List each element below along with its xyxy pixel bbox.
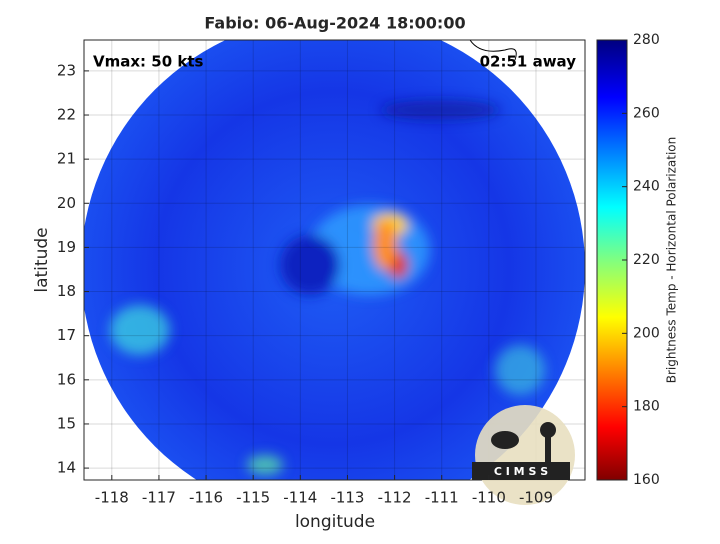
y-tick-label: 19 (57, 238, 76, 256)
y-tick-label: 16 (57, 370, 76, 388)
colorbar-tick-label: 260 (633, 105, 660, 121)
colorbar-tick-label: 280 (633, 32, 660, 48)
x-axis-label: longitude (295, 512, 375, 532)
colorbar-tick-label: 160 (633, 472, 660, 488)
x-tick-label: -117 (142, 489, 176, 507)
y-tick-label: 18 (57, 282, 76, 300)
chart-title: Fabio: 06-Aug-2024 18:00:00 (204, 14, 465, 33)
y-tick-label: 21 (57, 150, 76, 168)
x-tick-label: -112 (378, 489, 412, 507)
y-tick-label: 17 (57, 326, 76, 344)
x-tick-label: -110 (472, 489, 506, 507)
y-tick-label: 22 (57, 106, 76, 124)
logo: C I M S S (472, 405, 575, 505)
x-tick-label: -115 (236, 489, 270, 507)
colorbar-tick-label: 220 (633, 252, 660, 268)
imagery (84, 40, 585, 480)
x-tick-label: -114 (283, 489, 317, 507)
y-tick-label: 14 (57, 459, 76, 477)
x-tick-label: -118 (95, 489, 129, 507)
colorbar-tick-label: 180 (633, 399, 660, 415)
annotation: 02:51 away (480, 53, 577, 71)
x-tick-label: -111 (425, 489, 459, 507)
y-tick-label: 20 (57, 194, 76, 212)
x-tick-label: -113 (330, 489, 364, 507)
x-tick-label: -116 (189, 489, 223, 507)
y-tick-label: 23 (57, 61, 76, 79)
x-tick-label: -109 (519, 489, 553, 507)
colorbar-tick-label: 240 (633, 179, 660, 195)
colorbar-label: Brightness Temp - Horizontal Polarizatio… (665, 137, 679, 384)
logo-text: C I M S S (494, 465, 548, 478)
annotation: Vmax: 50 kts (93, 53, 203, 71)
y-tick-label: 15 (57, 414, 76, 432)
colorbar-tick-label: 200 (633, 325, 660, 341)
y-axis-label: latitude (32, 227, 52, 292)
plot-frame (83, 39, 586, 481)
